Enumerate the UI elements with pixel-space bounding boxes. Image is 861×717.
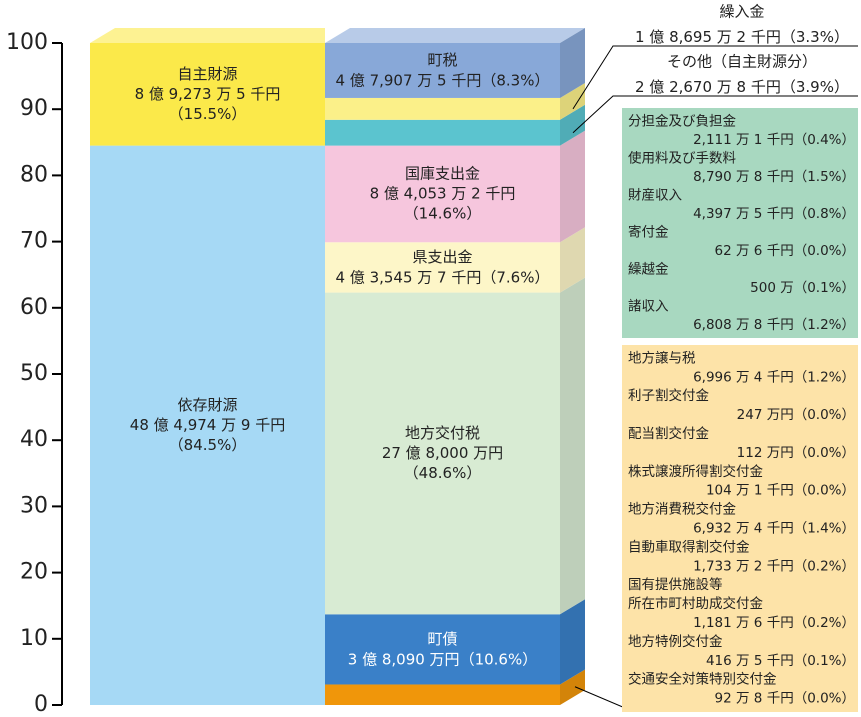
segment-side xyxy=(560,130,585,243)
segment-amount: 48 億 4,974 万 9 千円 xyxy=(130,416,285,434)
segment xyxy=(325,43,560,98)
item-amount: 500 万（0.1%） xyxy=(750,280,855,296)
item-amount: 92 万 8 千円（0.0%） xyxy=(715,691,855,707)
y-tick-label: 90 xyxy=(20,96,48,121)
callout-amount: 1 億 8,695 万 2 千円（3.3%） xyxy=(635,28,849,46)
segment xyxy=(325,119,560,146)
y-tick-label: 80 xyxy=(20,162,48,187)
segment xyxy=(325,292,560,615)
callout-name: その他（自主財源分） xyxy=(667,53,817,71)
item-name: 繰越金 xyxy=(628,261,669,277)
item-name: 分担金及び負担金 xyxy=(628,113,736,129)
item-amount: 247 万円（0.0%） xyxy=(737,407,855,423)
segment-top xyxy=(90,28,325,43)
segment-side xyxy=(560,599,585,685)
segment xyxy=(90,145,325,706)
segment-amount: 4 億 3,545 万 7 千円（7.6%） xyxy=(336,268,550,286)
item-amount: 6,932 万 4 千円（1.4%） xyxy=(693,521,855,537)
item-amount: 416 万 5 千円（0.1%） xyxy=(706,653,855,669)
item-name: 諸収入 xyxy=(628,298,669,314)
item-amount: 8,790 万 8 千円（1.5%） xyxy=(693,169,855,185)
item-amount: 1,181 万 6 千円（0.2%） xyxy=(693,615,855,631)
segment-value-label: （84.5%） xyxy=(169,436,247,454)
item-amount: 112 万円（0.0%） xyxy=(737,445,855,461)
segment-amount: 27 億 8,000 万円 xyxy=(382,444,503,462)
item-name: 地方消費税交付金 xyxy=(628,501,736,518)
segment-value-label: （15.5%） xyxy=(169,105,247,123)
segment xyxy=(90,43,325,146)
callout-line xyxy=(572,45,858,110)
segment-side xyxy=(560,82,585,120)
y-tick-label: 20 xyxy=(20,560,48,585)
segment-value-label: （48.6%） xyxy=(404,464,482,482)
segment-value-label: （14.6%） xyxy=(404,204,482,222)
segment-amount: 8 億 9,273 万 5 千円 xyxy=(135,85,281,103)
item-name: 配当割交付金 xyxy=(628,425,709,442)
item-amount: 62 万 6 千円（0.0%） xyxy=(715,243,855,259)
callout-line xyxy=(572,95,858,134)
segment xyxy=(325,97,560,120)
segment-name: 町債 xyxy=(427,630,457,648)
callout-amount: 2 億 2,670 万 8 千円（3.9%） xyxy=(635,78,849,96)
y-tick-label: 40 xyxy=(20,427,48,452)
info-box xyxy=(622,345,858,712)
segment-side xyxy=(560,227,585,293)
y-tick-label: 60 xyxy=(20,295,48,320)
segment-name: 依存財源 xyxy=(177,396,237,414)
item-name: 寄付金 xyxy=(628,223,669,240)
y-tick-label: 50 xyxy=(20,361,48,386)
item-name: 財産収入 xyxy=(628,187,682,203)
item-amount: 104 万 1 千円（0.0%） xyxy=(706,483,855,499)
item-name: 交通安全対策特別交付金 xyxy=(628,671,777,688)
segment-side xyxy=(560,28,585,98)
item-amount: 2,111 万 1 千円（0.4%） xyxy=(693,132,855,148)
item-amount: 6,808 万 8 千円（1.2%） xyxy=(693,317,855,333)
segment-name: 国庫支出金 xyxy=(405,164,480,182)
item-amount: 4,397 万 5 千円（0.8%） xyxy=(693,206,855,222)
info-box xyxy=(622,108,858,338)
segment-top xyxy=(325,28,585,43)
segment-name: 県支出金 xyxy=(412,248,472,266)
y-tick-label: 10 xyxy=(20,626,48,651)
item-name: 使用料及び手数料 xyxy=(628,149,736,166)
segment xyxy=(325,145,560,243)
segment-amount: 3 億 8,090 万円（10.6%） xyxy=(348,650,537,668)
segment xyxy=(325,242,560,293)
item-name: 利子割交付金 xyxy=(628,387,709,404)
segment-side xyxy=(560,104,585,146)
segment xyxy=(325,684,560,705)
y-tick-label: 30 xyxy=(20,493,48,518)
segment-amount: 4 億 7,907 万 5 千円（8.3%） xyxy=(336,71,550,89)
item-name: 自動車取得割交付金 xyxy=(628,538,750,555)
segment-name: 町税 xyxy=(427,51,457,69)
item-name: 地方譲与税 xyxy=(628,350,696,366)
y-tick-label: 100 xyxy=(6,30,48,55)
item-name: 国有提供施設等 xyxy=(628,576,723,593)
segment-name: 自主財源 xyxy=(177,65,237,83)
segment-name: 地方交付税 xyxy=(405,424,480,442)
y-tick-label: 70 xyxy=(20,229,48,254)
item-amount: 1,733 万 2 千円（0.2%） xyxy=(693,558,855,574)
callout-name: 繰入金 xyxy=(719,3,764,21)
y-tick-label: 0 xyxy=(34,692,48,717)
item-name: 所在市町村助成交付金 xyxy=(628,595,763,612)
segment-amount: 8 億 4,053 万 2 千円 xyxy=(370,184,516,202)
item-name: 地方特例交付金 xyxy=(628,633,723,650)
item-name: 株式譲渡所得割交付金 xyxy=(628,463,763,480)
segment-side xyxy=(560,669,585,705)
item-amount: 6,996 万 4 千円（1.2%） xyxy=(693,369,855,385)
segment-side xyxy=(560,277,585,615)
segment xyxy=(325,614,560,685)
